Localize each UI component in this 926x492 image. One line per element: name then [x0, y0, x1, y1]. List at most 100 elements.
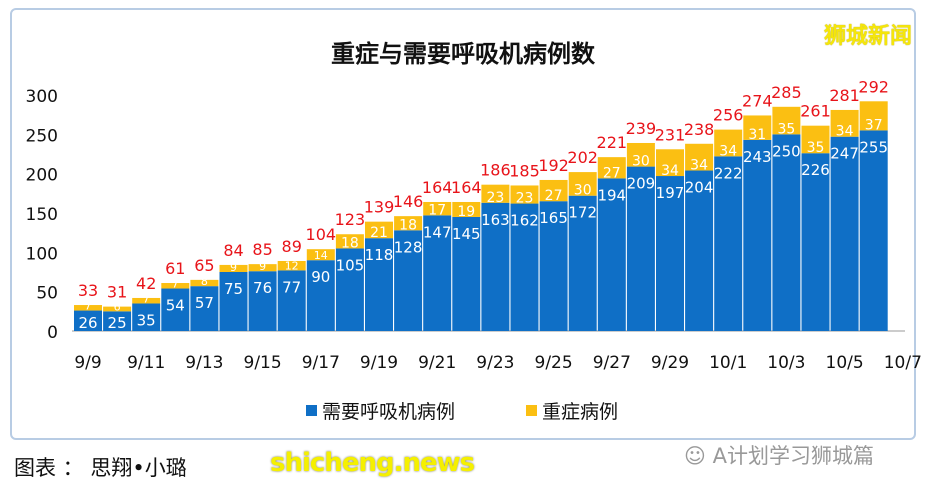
- total-label: 164: [422, 178, 453, 197]
- bar-label-severe: 23: [516, 191, 534, 207]
- bar-severe: [132, 297, 161, 304]
- x-tick-label: 9/21: [418, 353, 456, 373]
- bar-label-ventilator: 197: [656, 184, 685, 202]
- bar-label-ventilator: 105: [336, 256, 365, 274]
- bar-ventilator: [568, 195, 597, 331]
- bar-label-ventilator: 145: [452, 225, 481, 243]
- x-tick-label: 10/1: [709, 353, 747, 373]
- x-tick-label: 9/27: [593, 353, 631, 373]
- bar-ventilator: [423, 215, 452, 331]
- y-tick-label: 100: [26, 244, 58, 264]
- x-tick-label: 9/13: [185, 353, 223, 373]
- bar-severe: [597, 157, 626, 179]
- total-label: 202: [567, 148, 598, 167]
- bar-ventilator: [626, 166, 655, 331]
- bar-label-ventilator: 128: [394, 238, 423, 256]
- bar-ventilator: [103, 311, 132, 331]
- total-label: 31: [107, 283, 127, 302]
- bar-label-ventilator: 147: [423, 223, 452, 241]
- bar-severe: [510, 185, 539, 204]
- total-label: 146: [393, 192, 424, 211]
- bar-label-severe: 35: [807, 140, 825, 156]
- bar-label-severe: 30: [632, 154, 650, 170]
- bar-ventilator: [801, 153, 830, 331]
- wechat-icon: ☺: [684, 444, 713, 468]
- bar-severe: [568, 172, 597, 196]
- bar-severe: [452, 201, 481, 217]
- bar-ventilator: [539, 201, 568, 331]
- x-tick-label: 9/9: [74, 353, 101, 373]
- bar-ventilator: [452, 216, 481, 331]
- bar-severe: [190, 279, 219, 287]
- total-label: 238: [684, 120, 715, 139]
- total-label: 292: [858, 77, 889, 96]
- x-tick-label: 9/25: [535, 353, 573, 373]
- bar-ventilator: [219, 272, 248, 331]
- total-label: 281: [829, 86, 860, 105]
- bar-label-severe: 23: [486, 190, 504, 206]
- bar-ventilator: [772, 134, 801, 331]
- bar-ventilator: [335, 248, 364, 331]
- bar-label-ventilator: 54: [166, 297, 185, 315]
- bar-label-ventilator: 226: [801, 161, 830, 179]
- total-label: 123: [335, 210, 366, 229]
- y-tick-label: 250: [26, 126, 58, 146]
- bar-label-ventilator: 90: [311, 268, 330, 286]
- bar-label-ventilator: 76: [253, 279, 272, 297]
- bar-label-ventilator: 162: [510, 212, 539, 230]
- bar-ventilator: [859, 130, 888, 331]
- bar-label-severe: 21: [370, 225, 388, 241]
- bar-label-severe: 18: [341, 235, 359, 251]
- x-tick-label: 9/15: [244, 353, 282, 373]
- y-tick-label: 150: [26, 205, 58, 225]
- total-label: 274: [742, 91, 773, 110]
- bar-ventilator: [365, 238, 393, 331]
- bar-label-ventilator: 247: [830, 145, 859, 163]
- bar-ventilator: [132, 303, 161, 331]
- bar-label-severe: 7: [85, 300, 92, 313]
- total-label: 186: [480, 161, 511, 180]
- bar-ventilator: [277, 270, 306, 331]
- bar-severe: [685, 143, 714, 171]
- bar-label-severe: 6: [114, 300, 121, 313]
- bar-severe: [743, 115, 772, 140]
- bar-ventilator: [190, 286, 219, 331]
- bar-label-severe: 27: [545, 188, 563, 204]
- x-tick-label: 9/17: [302, 353, 340, 373]
- bar-ventilator: [74, 310, 102, 331]
- total-label: 221: [597, 133, 628, 152]
- total-label: 185: [509, 161, 540, 180]
- bar-label-ventilator: 75: [224, 280, 243, 298]
- bar-label-severe: 9: [259, 260, 266, 273]
- bar-ventilator: [248, 271, 277, 331]
- total-label: 65: [194, 256, 214, 275]
- bar-severe: [335, 234, 364, 249]
- bar-label-severe: 34: [836, 124, 854, 140]
- bar-ventilator: [306, 260, 335, 331]
- x-tick-label: 9/11: [127, 353, 165, 373]
- bar-label-severe: 8: [201, 275, 208, 288]
- wechat-label: ☺ A计划学习狮城篇: [684, 444, 874, 468]
- bar-ventilator: [685, 170, 714, 331]
- bar-label-severe: 37: [865, 117, 883, 133]
- bar-ventilator: [481, 202, 510, 331]
- legend-swatch: [306, 405, 317, 416]
- total-label: 89: [282, 237, 302, 256]
- chart-title: 重症与需要呼吸机病例数: [331, 40, 596, 68]
- bar-label-severe: 14: [314, 249, 328, 262]
- bar-label-ventilator: 77: [282, 278, 301, 296]
- bar-label-ventilator: 35: [137, 311, 156, 329]
- total-label: 261: [800, 102, 831, 121]
- bar-label-ventilator: 172: [568, 204, 597, 222]
- bar-label-ventilator: 243: [743, 148, 772, 166]
- bar-severe: [248, 264, 277, 272]
- bar-severe: [103, 306, 132, 312]
- total-label: 164: [451, 178, 482, 197]
- bar-label-severe: 34: [661, 163, 679, 179]
- bar-label-ventilator: 194: [597, 186, 626, 204]
- bar-label-ventilator: 222: [714, 164, 743, 182]
- bar-label-severe: 12: [285, 259, 299, 272]
- bar-label-severe: 18: [399, 217, 417, 233]
- legend-label: 需要呼吸机病例: [322, 401, 455, 423]
- x-tick-label: 9/19: [360, 353, 398, 373]
